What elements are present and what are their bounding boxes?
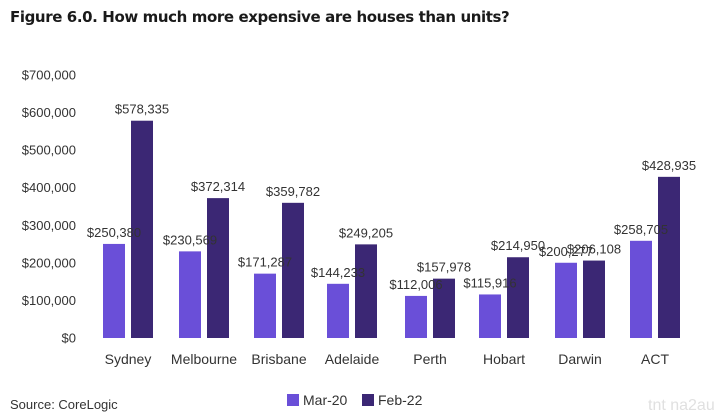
y-tick-label: $500,000 [22,143,76,158]
data-label: $230,569 [163,232,217,247]
bar-feb-22-melbourne [207,198,229,338]
data-label: $249,205 [339,225,393,240]
y-tick-label: $700,000 [22,68,76,83]
bar-feb-22-darwin [583,260,605,338]
bar-feb-22-sydney [131,120,153,339]
y-tick-label: $400,000 [22,180,76,195]
legend-swatch [287,394,299,406]
y-tick-label: $200,000 [22,255,76,270]
bar-mar-20-adelaide [327,283,349,338]
data-label: $200,277 [539,244,593,259]
x-tick-label: Adelaide [325,351,380,367]
bar-mar-20-hobart [479,294,501,338]
legend: Mar-20 Feb-22 [287,392,423,408]
data-labels-group: $250,380 $230,569 $171,287 $144,233 $112,006… [87,102,696,292]
data-label: $157,978 [417,260,471,275]
legend-label: Mar-20 [303,392,348,408]
data-label: $258,705 [614,222,668,237]
bar-mar-20-sydney [103,243,125,338]
x-tick-label: Hobart [483,351,525,367]
x-tick-label: Melbourne [171,351,237,367]
bar-feb-22-brisbane [282,202,304,338]
bar-mar-20-darwin [555,262,577,338]
bar-mar-20-melbourne [179,251,201,338]
legend-swatch [362,394,374,406]
data-label: $206,108 [567,242,621,257]
y-tick-label: $300,000 [22,218,76,233]
bar-mar-20-brisbane [254,273,276,338]
bar-mar-20-perth [405,295,427,338]
y-tick-label: $600,000 [22,105,76,120]
x-axis: Sydney Melbourne Brisbane Adelaide Perth Hoba… [105,351,670,367]
x-tick-label: Darwin [558,351,602,367]
data-label: $112,006 [389,277,442,292]
legend-label: Feb-22 [378,392,423,408]
data-label: $214,950 [491,238,545,253]
data-label: $115,916 [463,275,516,290]
chart-title: Figure 6.0. How much more expensive are … [10,8,510,26]
x-tick-label: ACT [641,351,669,367]
data-label: $372,314 [191,179,245,194]
data-label: $171,287 [238,255,292,270]
bar-feb-22-adelaide [355,244,377,338]
data-label: $359,782 [266,184,320,199]
watermark: tnt na2au [648,397,714,414]
data-label: $144,233 [311,265,365,280]
bar-feb-22-act [658,176,680,338]
bar-feb-22-perth [433,278,455,338]
bar-mar-20-act [630,240,652,338]
data-label: $250,380 [87,225,141,240]
source-note: Source: CoreLogic [10,397,118,412]
y-axis: $0 $100,000 $200,000 $300,000 $400,000 $500,0… [22,68,76,346]
y-tick-label: $0 [62,331,76,346]
bars-group [103,120,680,339]
x-tick-label: Perth [413,351,446,367]
x-tick-label: Sydney [105,351,152,367]
bar-feb-22-hobart [507,257,529,338]
data-label: $578,335 [115,102,169,117]
data-label: $428,935 [642,158,696,173]
x-tick-label: Brisbane [251,351,306,367]
y-tick-label: $100,000 [22,293,76,308]
